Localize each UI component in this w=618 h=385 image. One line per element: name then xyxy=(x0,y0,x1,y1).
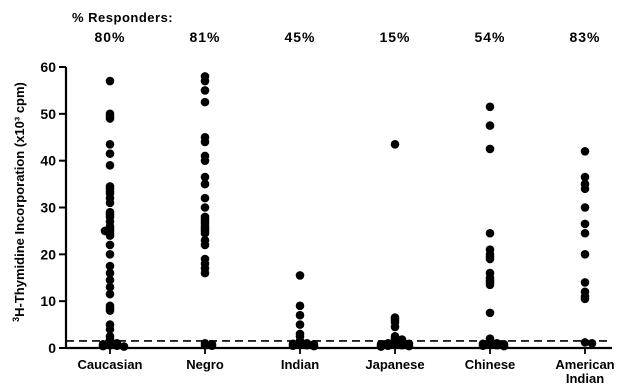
data-point xyxy=(376,342,386,351)
data-point xyxy=(207,341,217,350)
data-point xyxy=(580,184,590,194)
y-axis-label-superscript: 3 xyxy=(11,317,21,322)
data-point xyxy=(383,341,393,350)
data-point xyxy=(295,310,305,320)
data-point xyxy=(200,172,210,182)
data-point xyxy=(200,86,210,95)
data-point xyxy=(200,228,210,238)
data-point xyxy=(492,340,502,350)
category-label: Caucasian xyxy=(77,357,142,372)
data-point xyxy=(485,254,495,264)
responder-percent: 45% xyxy=(284,29,315,45)
y-tick-label: 50 xyxy=(40,106,56,122)
responder-percent: 54% xyxy=(474,29,505,45)
y-tick-label: 60 xyxy=(40,59,56,75)
y-tick-label: 10 xyxy=(40,293,56,309)
data-point xyxy=(105,289,115,299)
plot-area: 0 10 20 30 40 50 60 80% 81% 45% 15% 54% 83% Caucasian… xyxy=(40,29,614,385)
data-point xyxy=(397,340,407,350)
data-point xyxy=(105,240,115,250)
data-point xyxy=(98,341,108,351)
category-label: Negro xyxy=(186,357,224,372)
category-label: Indian xyxy=(281,357,319,372)
data-point xyxy=(200,137,210,147)
data-point xyxy=(200,156,210,165)
data-point xyxy=(390,139,400,149)
responder-percent: 15% xyxy=(379,29,410,45)
category-label: American xyxy=(555,357,614,372)
data-point xyxy=(580,278,590,287)
y-tick-label: 30 xyxy=(40,200,56,216)
data-point xyxy=(105,149,115,158)
data-point xyxy=(112,341,122,350)
data-point xyxy=(200,97,210,107)
data-point xyxy=(580,203,590,212)
responders-header: % Responders: xyxy=(72,10,173,25)
category-label: Japanese xyxy=(365,357,424,372)
data-point xyxy=(485,280,495,290)
data-point xyxy=(200,179,210,189)
data-point xyxy=(295,340,305,350)
data-point xyxy=(200,193,210,203)
data-point xyxy=(105,250,115,259)
data-point xyxy=(105,161,115,170)
data-point xyxy=(200,76,210,86)
y-tick-label: 0 xyxy=(48,340,56,356)
data-point xyxy=(309,341,319,351)
data-point xyxy=(499,341,509,351)
data-point xyxy=(105,139,115,149)
data-point xyxy=(478,341,488,350)
data-point xyxy=(390,322,400,332)
data-point xyxy=(105,76,115,86)
data-point xyxy=(485,340,495,350)
data-point xyxy=(404,341,414,351)
responder-percent: 81% xyxy=(189,29,220,45)
responder-percent: 83% xyxy=(569,29,600,45)
data-point xyxy=(580,172,590,182)
data-point xyxy=(485,144,495,154)
data-point xyxy=(119,342,129,351)
y-tick-label: 40 xyxy=(40,153,56,169)
data-point xyxy=(200,340,210,350)
data-point xyxy=(485,308,495,318)
data-point xyxy=(105,324,115,334)
data-point xyxy=(105,275,115,285)
data-point xyxy=(200,203,210,212)
data-point xyxy=(580,228,590,238)
data-point xyxy=(105,282,115,292)
responder-percent: 80% xyxy=(94,29,125,45)
data-point xyxy=(105,114,115,123)
category-label: Indian xyxy=(566,371,604,385)
data-point xyxy=(580,250,590,259)
data-point xyxy=(390,340,400,350)
data-point xyxy=(105,198,115,208)
data-point xyxy=(105,340,115,350)
data-point xyxy=(288,341,298,350)
data-point xyxy=(580,219,590,229)
data-point xyxy=(200,268,210,278)
data-point xyxy=(295,301,305,311)
data-point xyxy=(485,121,495,130)
data-point xyxy=(587,339,597,348)
data-point xyxy=(105,306,115,315)
data-point xyxy=(295,271,305,280)
data-point xyxy=(105,231,115,240)
data-point xyxy=(580,338,590,347)
data-point xyxy=(485,102,495,112)
data-point xyxy=(302,340,312,350)
data-point xyxy=(295,320,305,329)
data-point xyxy=(105,261,115,271)
y-axis-label: 3H-Thymidine Incorporation (x10³ cpm) xyxy=(11,82,27,322)
data-point xyxy=(580,147,590,156)
category-label: Chinese xyxy=(465,357,516,372)
y-tick-label: 20 xyxy=(40,246,56,262)
y-axis-label-text: H-Thymidine Incorporation (x10³ cpm) xyxy=(12,82,27,317)
data-point xyxy=(485,228,495,238)
data-point xyxy=(580,294,590,304)
data-point xyxy=(200,240,210,250)
data-point xyxy=(105,268,115,278)
